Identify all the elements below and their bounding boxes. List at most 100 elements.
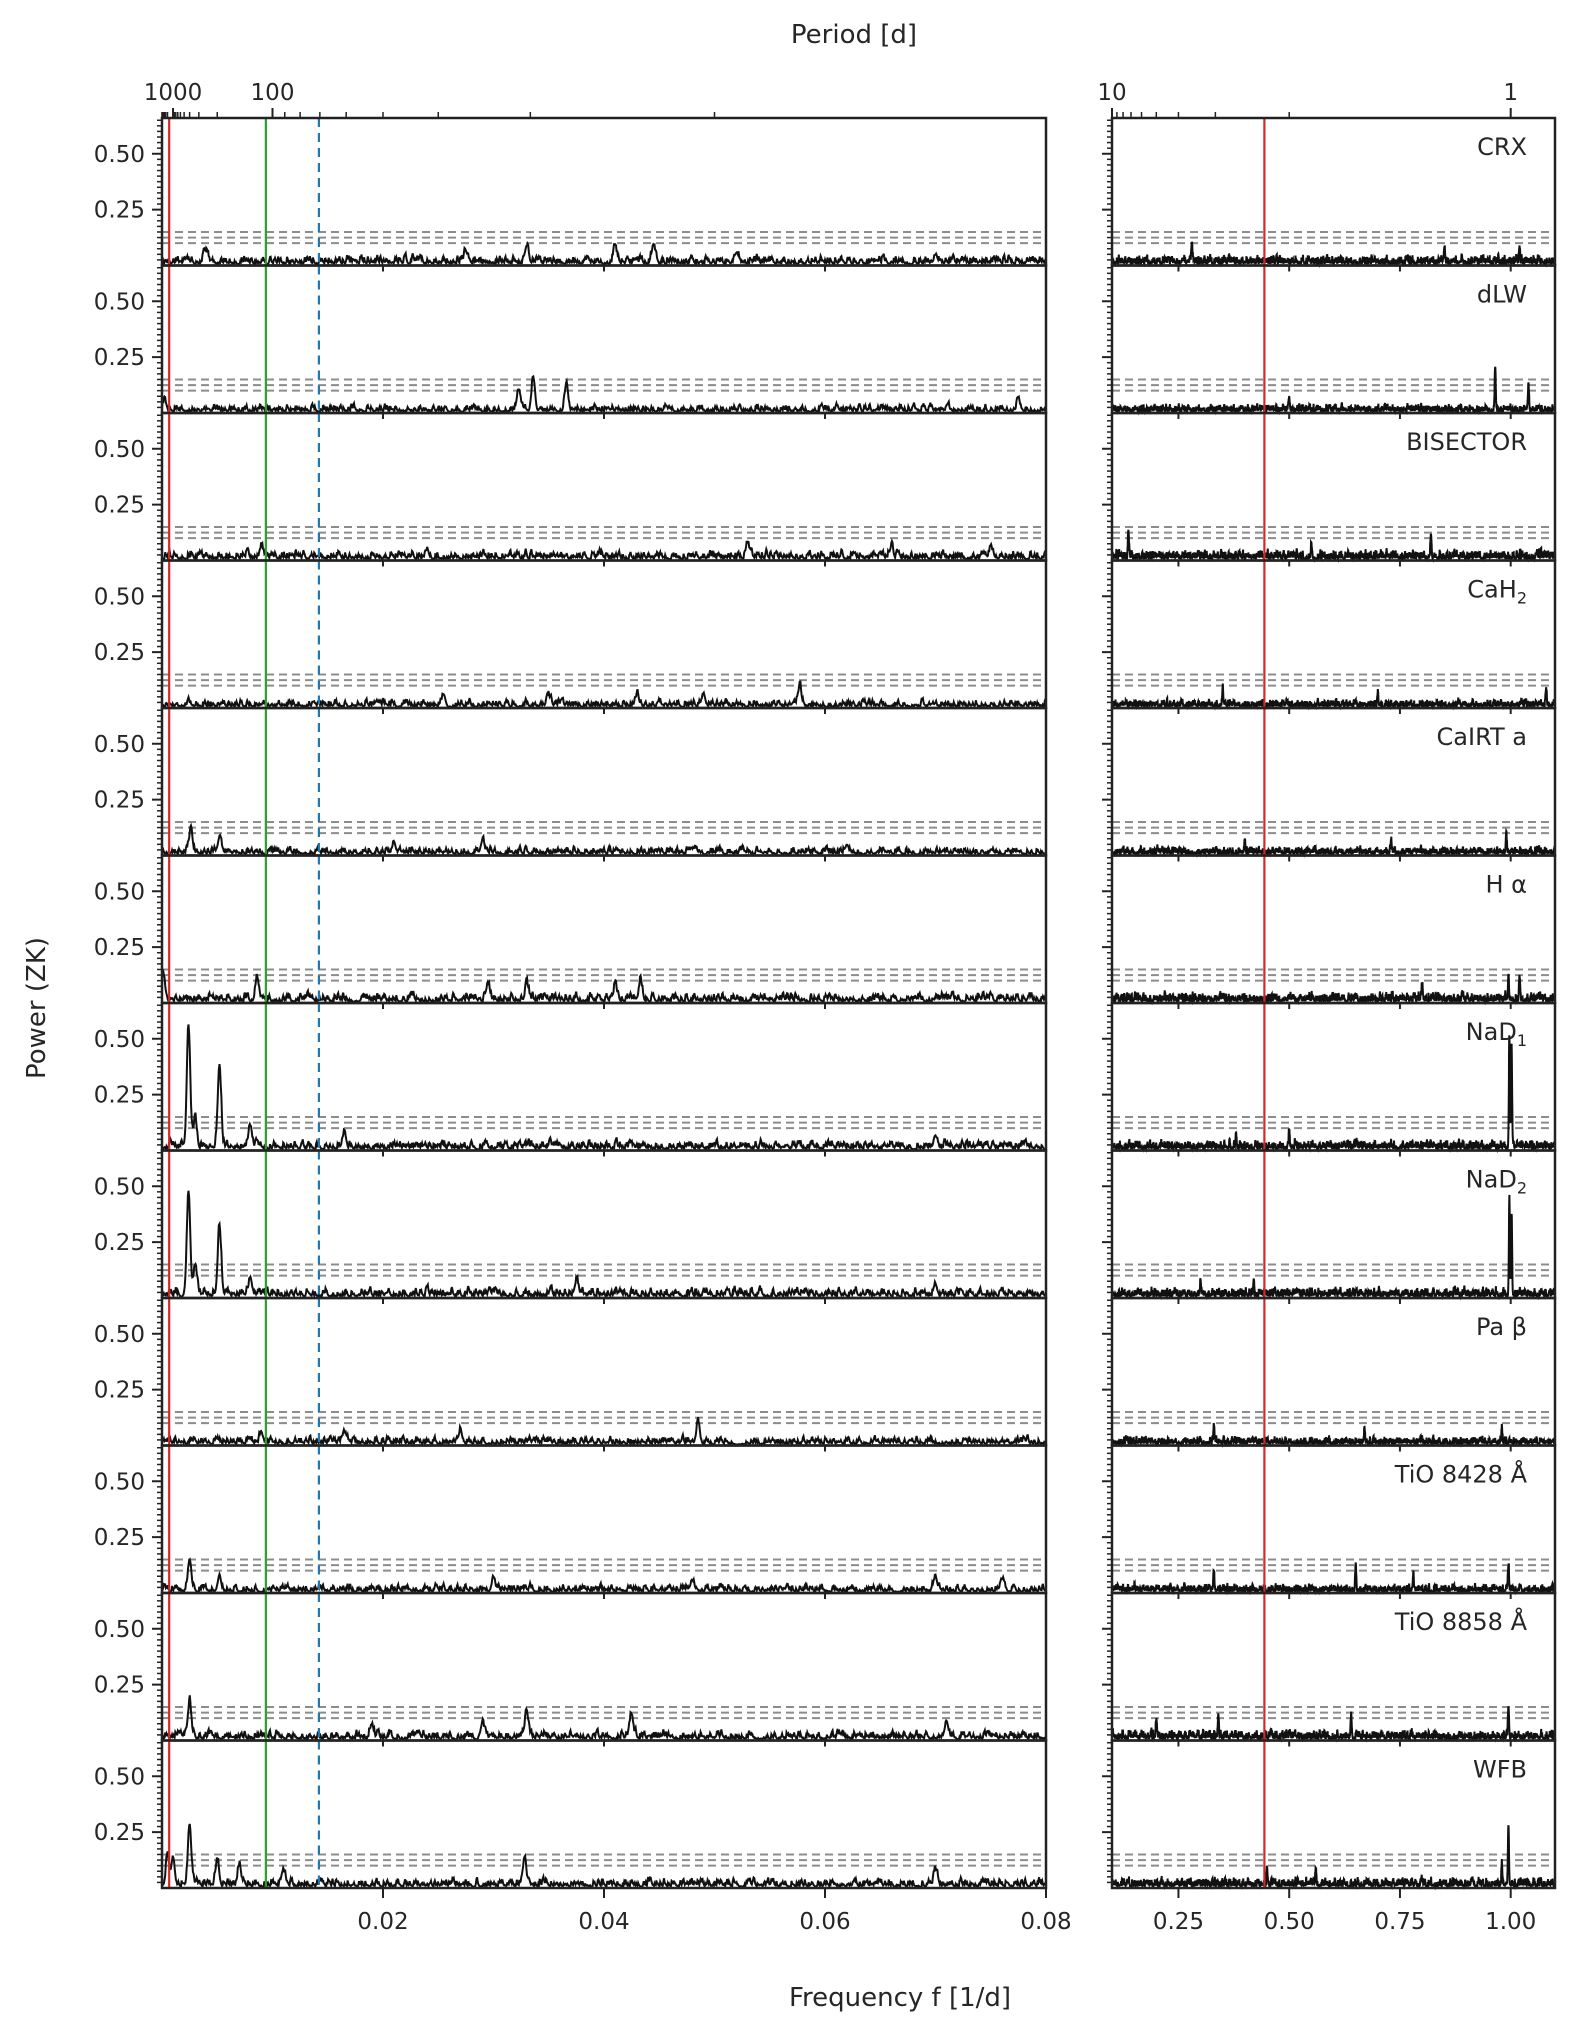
- panel-label: H α: [1486, 871, 1528, 899]
- y-tick-label: 0.25: [94, 1525, 145, 1551]
- top-axis: 1000 100 10 1: [144, 80, 1518, 118]
- periodogram-line: [161, 1823, 1047, 1889]
- panel-label: TiO 8858 Å: [1394, 1607, 1528, 1636]
- periodogram-line: [161, 968, 1047, 1005]
- left-subpanel: 0.50 0.25: [94, 1444, 1048, 1599]
- panel-tio-8858: 0.50 0.25 TiO 8858 Å: [94, 1591, 1557, 1747]
- period-tick-label: 1000: [144, 80, 203, 106]
- panel-dlw: 0.50 0.25 dLW: [94, 264, 1557, 419]
- periodogram-line: [161, 680, 1047, 709]
- y-tick-label: 0.25: [94, 1230, 145, 1256]
- period-tick-label: 10: [1097, 80, 1126, 106]
- panel-label: CaIRT a: [1437, 723, 1527, 751]
- y-tick-label: 0.25: [94, 788, 145, 814]
- periodogram-line: [1111, 1825, 1556, 1891]
- y-tick-label: 0.50: [94, 1617, 145, 1643]
- periodogram-line: [161, 1416, 1047, 1447]
- periodogram-line: [161, 374, 1047, 415]
- y-tick-label: 0.25: [94, 1083, 145, 1109]
- panel-label: CaH2: [1467, 576, 1527, 608]
- panel-cairt-a: 0.50 0.25 CaIRT a: [94, 706, 1557, 862]
- panel-label: NaD2: [1466, 1166, 1527, 1198]
- panel-cah2: 0.50 0.25 CaH2: [94, 559, 1557, 714]
- x-axis-title: Frequency f [1/d]: [789, 1983, 1011, 2013]
- y-tick-label: 0.25: [94, 640, 145, 666]
- periodogram-line: [1111, 973, 1556, 1006]
- y-tick-label: 0.50: [94, 437, 145, 463]
- left-subpanel: 0.50 0.25: [94, 116, 1048, 272]
- left-subpanel: 0.50 0.25: [94, 1591, 1048, 1747]
- y-tick-label: 0.50: [94, 1469, 145, 1495]
- periodogram-line: [1111, 1562, 1556, 1596]
- left-subpanel: 0.50 0.25: [94, 1739, 1048, 1898]
- x-tick-label-left: 0.02: [357, 1909, 408, 1935]
- right-subpanel: [1102, 1739, 1557, 1898]
- x-tick-label-right: 0.25: [1153, 1909, 1204, 1935]
- y-tick-label: 0.50: [94, 142, 145, 168]
- right-subpanel: [1102, 1591, 1557, 1747]
- y-tick-label: 0.25: [94, 1378, 145, 1404]
- periodogram-line: [1111, 827, 1556, 859]
- y-tick-label: 0.50: [94, 879, 145, 905]
- panels: 0.500.25CRX0.500.25dLW0.500.25BISECTOR0.…: [94, 116, 1557, 1898]
- period-tick-label: 100: [251, 80, 295, 106]
- periodogram-line: [1111, 1706, 1556, 1743]
- y-tick-label: 0.25: [94, 1820, 145, 1846]
- top-axis-title: Period [d]: [791, 20, 917, 50]
- period-tick-label: 1: [1503, 80, 1518, 106]
- periodogram-line: [161, 822, 1047, 857]
- y-tick-label: 0.50: [94, 1322, 145, 1348]
- panel-bisector: 0.50 0.25 BISECTOR: [94, 411, 1557, 567]
- periodogram-line: [1111, 366, 1556, 416]
- y-tick-label: 0.50: [94, 289, 145, 315]
- periodogram-line: [1111, 683, 1556, 711]
- x-tick-label-left: 0.04: [578, 1909, 629, 1935]
- periodogram-line: [161, 1190, 1047, 1300]
- periodogram-line: [1111, 529, 1556, 563]
- y-tick-label: 0.25: [94, 198, 145, 224]
- panel-frame: [1110, 1739, 1557, 1890]
- right-subpanel: [1102, 264, 1557, 419]
- y-tick-label: 0.50: [94, 1764, 145, 1790]
- periodogram-line: [1111, 1422, 1556, 1449]
- periodogram-line: [1111, 1194, 1556, 1301]
- y-tick-label: 0.25: [94, 935, 145, 961]
- y-tick-label: 0.25: [94, 345, 145, 371]
- x-tick-label-right: 1.00: [1485, 1909, 1536, 1935]
- x-tick-label-right: 0.75: [1374, 1909, 1425, 1935]
- left-subpanel: 0.50 0.25: [94, 706, 1048, 862]
- panel-pa-beta: 0.50 0.25 Pa β: [94, 1296, 1557, 1452]
- periodogram-line: [161, 538, 1047, 562]
- panel-label: WFB: [1473, 1756, 1527, 1784]
- x-tick-label-left: 0.08: [1020, 1909, 1071, 1935]
- panel-label: TiO 8428 Å: [1394, 1460, 1528, 1489]
- panel-nad2: 0.50 0.25 NaD2: [94, 1149, 1557, 1304]
- right-subpanel: [1102, 1296, 1557, 1452]
- panel-nad1: 0.50 0.25 NaD1: [94, 1001, 1557, 1157]
- panel-h-alpha: 0.50 0.25 H α: [94, 854, 1557, 1009]
- panel-label: CRX: [1477, 133, 1527, 161]
- left-subpanel: 0.50 0.25: [94, 264, 1048, 419]
- panel-label: Pa β: [1476, 1313, 1527, 1341]
- left-subpanel: 0.50 0.25: [94, 559, 1048, 714]
- left-subpanel: 0.50 0.25: [94, 854, 1048, 1009]
- periodogram-line: [161, 1024, 1047, 1152]
- left-subpanel: 0.50 0.25: [94, 411, 1048, 567]
- periodogram-line: [161, 1557, 1047, 1595]
- panel-tio-8428: 0.50 0.25 TiO 8428 Å: [94, 1444, 1557, 1599]
- periodogram-line: [161, 240, 1047, 267]
- left-subpanel: 0.50 0.25: [94, 1001, 1048, 1157]
- x-tick-label-right: 0.50: [1264, 1909, 1315, 1935]
- y-tick-label: 0.50: [94, 732, 145, 758]
- y-tick-label: 0.50: [94, 584, 145, 610]
- y-tick-label: 0.25: [94, 1673, 145, 1699]
- y-tick-label: 0.25: [94, 493, 145, 519]
- panel-crx: 0.50 0.25 CRX: [94, 116, 1557, 272]
- periodogram-line: [1111, 1035, 1556, 1154]
- y-axis-title: Power (ZK): [22, 937, 52, 1079]
- right-subpanel: [1102, 854, 1557, 1009]
- right-subpanel: [1102, 116, 1557, 272]
- left-subpanel: 0.50 0.25: [94, 1296, 1048, 1452]
- panel-label: dLW: [1477, 281, 1527, 309]
- panel-label: BISECTOR: [1406, 428, 1527, 456]
